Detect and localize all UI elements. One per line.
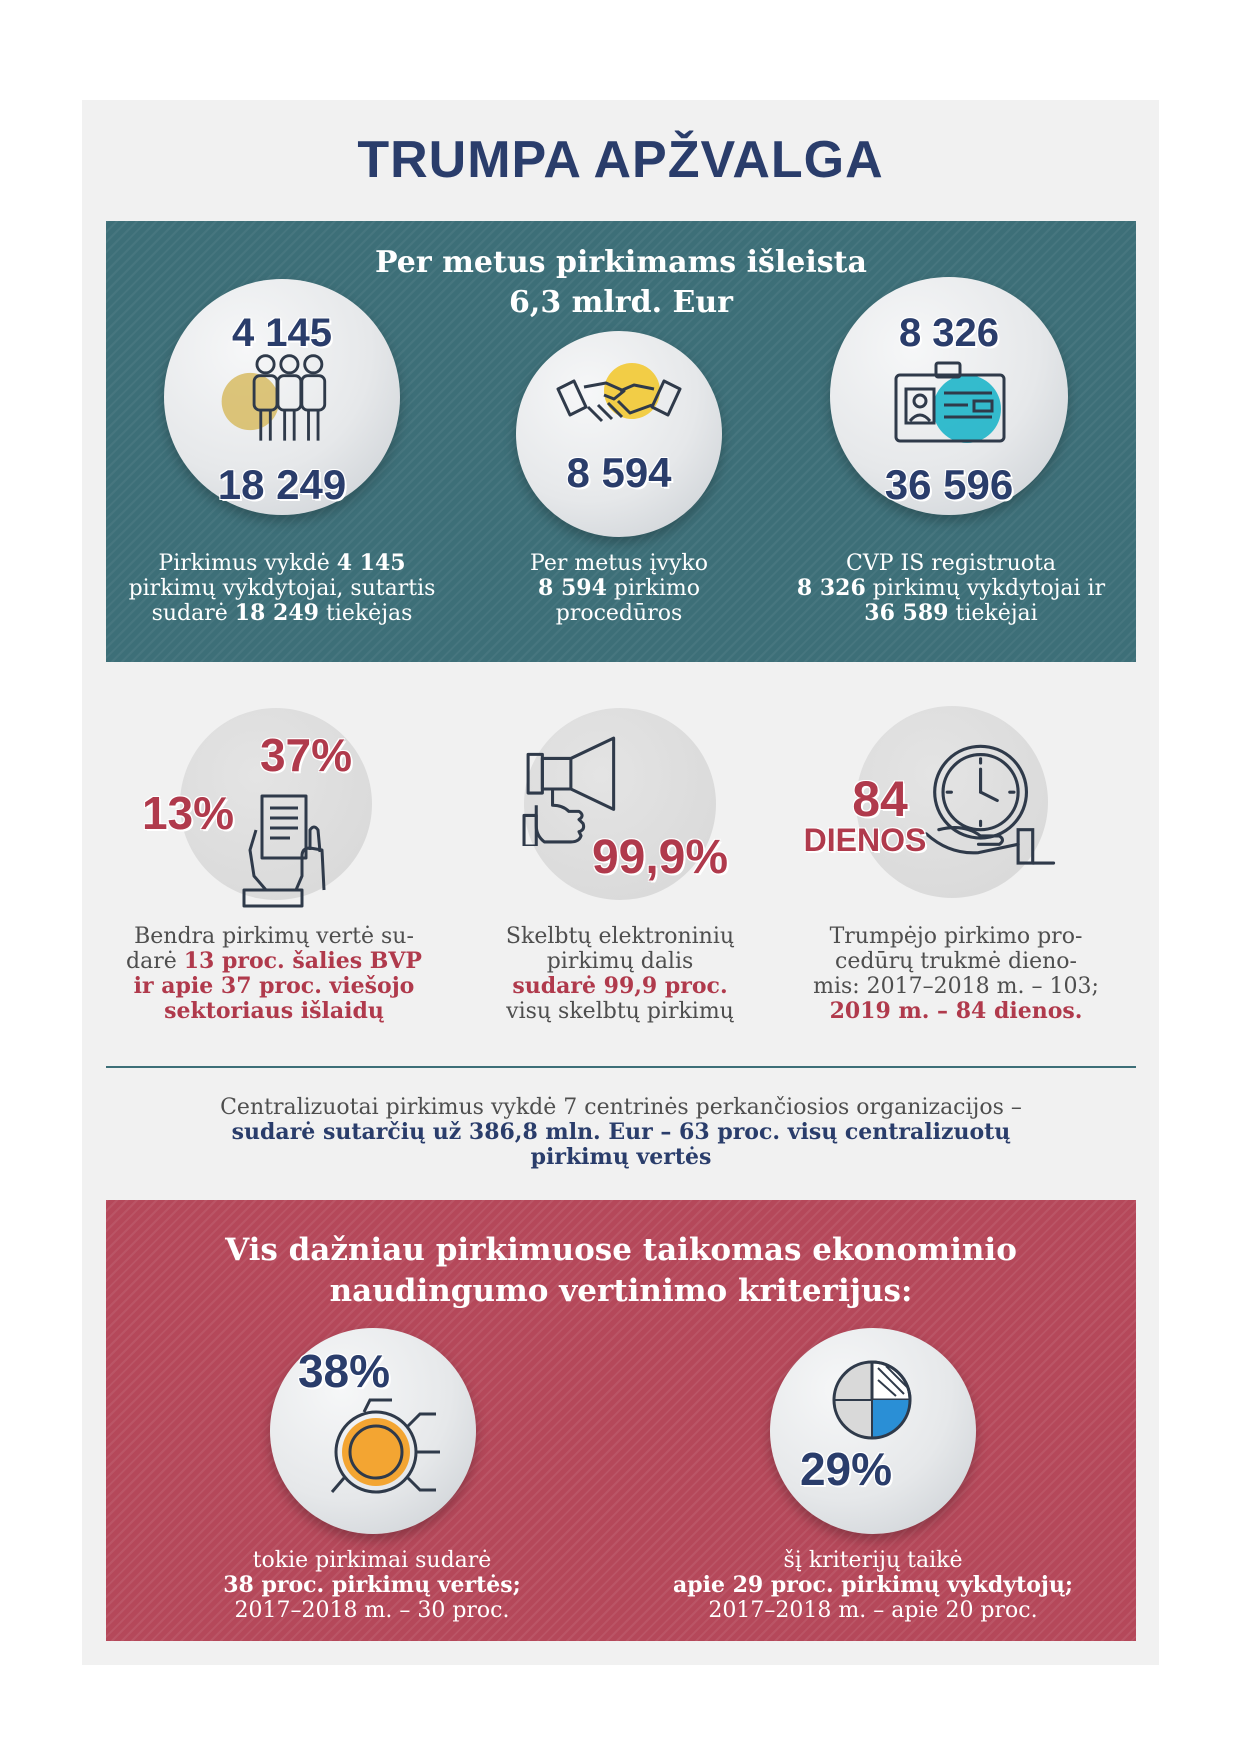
buyers-top-number: 4 145 [231,311,333,355]
gdp-caption: Bendra pirkimų vertė su- darė 13 proc. š… [126,924,422,1024]
coin-circuit-icon [330,1398,440,1494]
procedures-circle [516,331,722,537]
procedures-caption: Per metus įvyko 8 594 pirkimo procedūros [530,551,708,626]
duration-unit: DIENOS [803,822,927,858]
page-title: TRUMPA APŽVALGA [357,131,884,189]
buyers-bottom-number: 18 249 [217,461,347,508]
procedures-number: 8 594 [566,449,672,496]
spending-section: Per metus pirkimams išleista 6,3 mlrd. E… [106,221,1136,662]
id-card-icon [894,361,1006,443]
value-caption: tokie pirkimai sudarė 38 proc. pirkimų v… [223,1548,521,1623]
people-icon [221,354,327,441]
registered-caption: CVP IS registruota 8 326 pirkimų vykdyto… [796,551,1106,626]
duration-number: 84 [852,771,908,827]
buyers-caption: Pirkimus vykdė 4 145 pirkimų vykdytojai,… [128,550,436,627]
criteria-heading: Vis dažniau pirkimuose taikomas ekonomin… [225,1232,1017,1309]
clock-hand-icon [924,744,1056,865]
buyers-share-percent: 29% [799,1443,893,1495]
gdp-percent-37: 37% [259,729,353,781]
receipt-hand-icon [242,794,326,908]
megaphone-icon [522,736,616,846]
handshake-icon [556,363,682,423]
electronic-percent: 99,9% [591,831,729,884]
section-divider [106,1066,1136,1068]
electronic-caption: Skelbtų elektroninių pirkimų dalis sudar… [505,924,735,1024]
pie-chart-icon [832,1360,912,1440]
spending-heading: Per metus pirkimams išleista 6,3 mlrd. E… [106,243,1136,323]
value-percent: 38% [297,1345,391,1397]
centralized-text: Centralizuotai pirkimus vykdė 7 centrinė… [220,1095,1022,1170]
duration-caption: Trumpėjo pirkimo pro- cedūrų trukmė dien… [813,924,1099,1024]
buyers-circle [164,279,400,515]
spending-heading-line2: 6,3 mlrd. Eur [509,285,733,320]
registered-bottom-number: 36 596 [884,461,1014,508]
gdp-circle [180,708,372,900]
criteria-section: Vis dažniau pirkimuose taikomas ekonomin… [106,1200,1136,1641]
gdp-percent-13: 13% [141,787,235,839]
spending-heading-line1: Per metus pirkimams išleista [375,245,867,280]
registered-top-number: 8 326 [898,311,1000,355]
buyers-share-caption: šį kriterijų taikė apie 29 proc. pirkimų… [672,1548,1074,1623]
